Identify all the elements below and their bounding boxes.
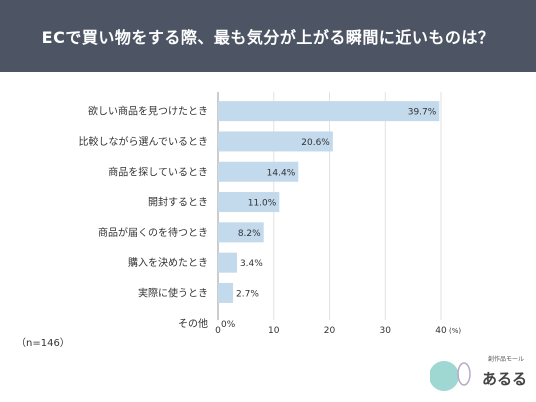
logo-subtitle: 創作品モール [488,355,524,363]
data-label: 11.0% [248,199,277,209]
bar-chart: 欲しい商品を見つけたとき 39.7% 比較しながら選んでいるとき 20.6% 商品を探し… [79,92,461,334]
bar [218,161,299,182]
category-label: その他 [178,317,208,330]
data-label: 20.6% [301,138,330,148]
bar [218,222,264,243]
category-label: 開封するとき [148,196,208,209]
bar [218,131,333,152]
x-tick-label: 40 [435,326,447,334]
bar [218,192,280,213]
bar [218,252,237,273]
data-label: 2.7% [236,289,259,299]
x-tick-label: 20 [324,326,336,334]
rabbit-ear-icon [457,362,471,386]
logo-circle-icon [430,361,459,391]
aruru-logo: 創作品モール あるる [430,355,527,391]
category-label: 比較しながら選んでいるとき [79,135,209,148]
data-label: 39.7% [408,108,437,118]
sample-size-note: （n=146） [16,338,70,349]
category-label: 欲しい商品を見つけたとき [88,105,208,118]
data-label: 0% [221,320,236,330]
bar [218,101,440,122]
category-label: 実際に使うとき [138,286,208,299]
logo-name: あるる [482,370,527,388]
x-tick-label: 0 [215,326,221,334]
data-label: 3.4% [240,259,263,269]
x-tick-label: 30 [380,326,392,334]
category-label: 商品が届くのを待つとき [98,226,208,239]
x-tick-label: 10 [268,326,280,334]
bar [218,282,234,303]
chart-title: ECで買い物をする際、最も気分が上がる瞬間に近いものは？ [0,0,536,72]
data-label: 8.2% [238,229,261,239]
category-label: 商品を探しているとき [108,165,208,178]
category-label: 購入を決めたとき [128,256,208,269]
x-unit-label: (%) [449,327,461,334]
data-label: 14.4% [267,168,296,178]
